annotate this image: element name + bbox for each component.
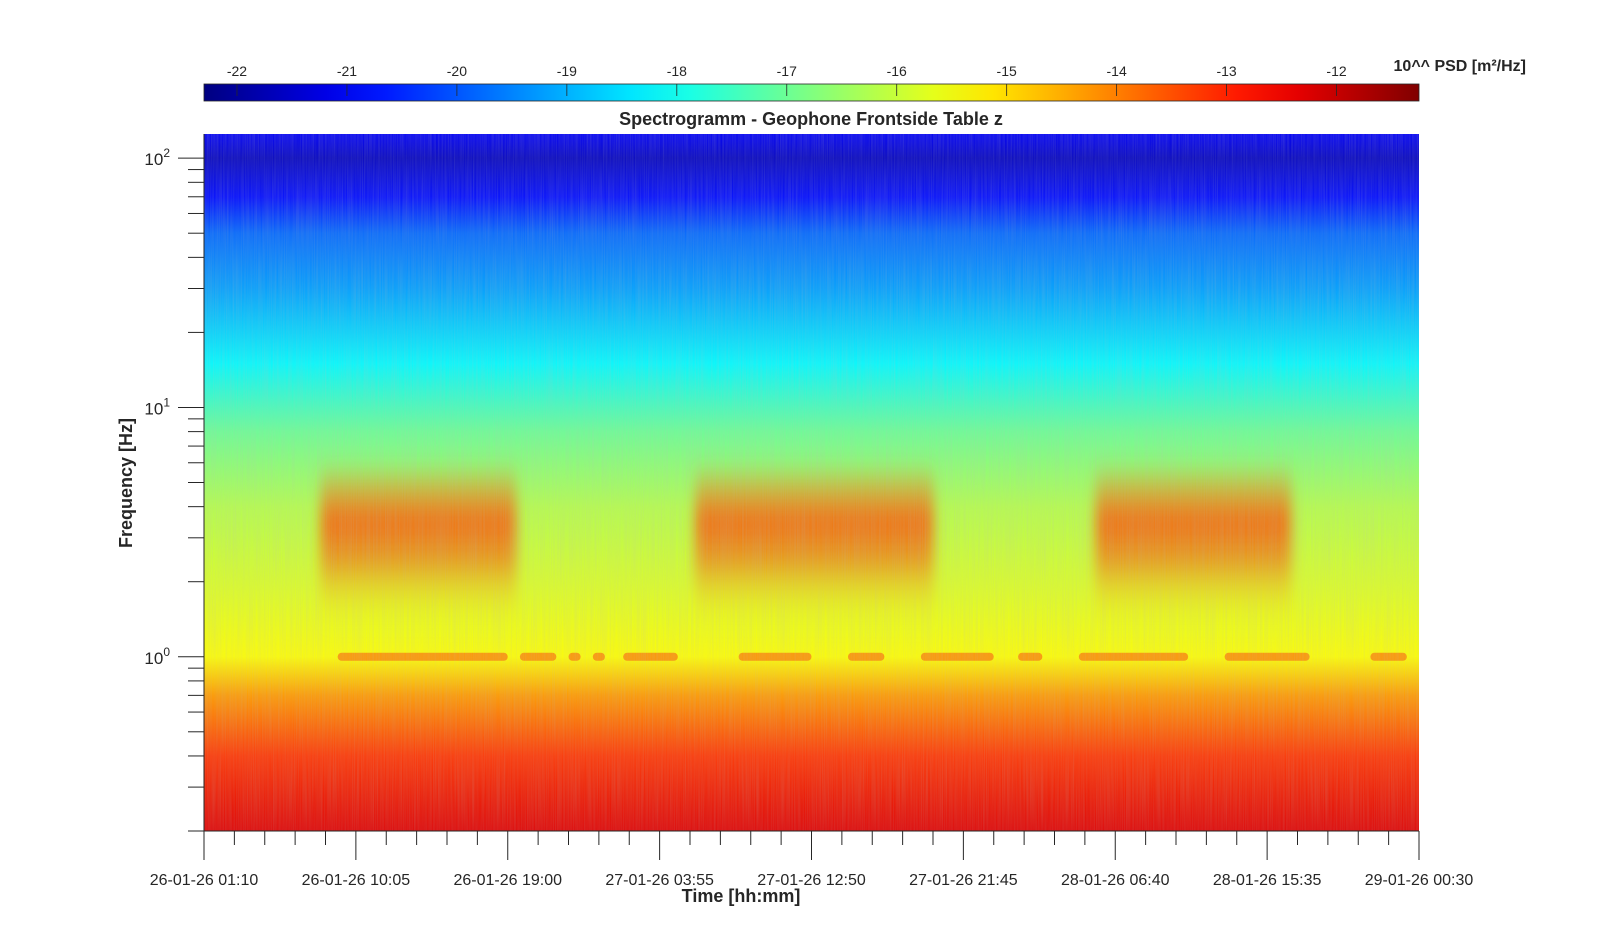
colorbar-tick-label: -12 xyxy=(1326,63,1346,79)
x-tick-label: 28-01-26 15:35 xyxy=(1213,872,1322,889)
x-tick-label: 28-01-26 06:40 xyxy=(1061,872,1170,889)
colorbar-gradient xyxy=(203,83,1420,102)
colorbar-tick-label: -16 xyxy=(887,63,907,79)
plot-area xyxy=(204,134,1419,831)
y-ticks: 100 101 102 xyxy=(144,146,204,832)
y-axis-label: Frequency [Hz] xyxy=(116,418,136,548)
colorbar-tick-label: -18 xyxy=(667,63,687,79)
colorbar-label: 10^^ PSD [m²/Hz] xyxy=(1394,58,1526,75)
colorbar-tick-label: -20 xyxy=(447,63,467,79)
y-tick-label: 102 xyxy=(144,146,170,169)
colorbar-ticks: -22 -21 -20 -19 -18 -17 -16 -15 -14 -13 -12 xyxy=(227,63,1347,96)
colorbar-tick-label: -13 xyxy=(1216,63,1236,79)
colorbar-tick-label: -17 xyxy=(777,63,797,79)
x-tick-label: 29-01-26 00:30 xyxy=(1365,872,1474,889)
chart-title: Spectrogramm - Geophone Frontside Table … xyxy=(619,109,1003,129)
colorbar-tick-label: -19 xyxy=(557,63,577,79)
x-tick-label: 26-01-26 10:05 xyxy=(302,872,411,889)
x-tick-label: 27-01-26 21:45 xyxy=(909,872,1018,889)
x-ticks: 26-01-26 01:10 26-01-26 10:05 26-01-26 19:… xyxy=(150,831,1474,889)
y-tick-label: 100 xyxy=(144,645,170,668)
y-tick-label: 101 xyxy=(144,395,170,418)
colorbar-tick-label: -15 xyxy=(997,63,1017,79)
x-tick-label: 27-01-26 03:55 xyxy=(605,872,714,889)
colorbar: -22 -21 -20 -19 -18 -17 -16 -15 -14 -13 -12 10^^ P… xyxy=(203,58,1526,102)
colorbar-tick-label: -21 xyxy=(337,63,357,79)
heatmap-texture xyxy=(204,134,1419,831)
x-tick-label: 26-01-26 19:00 xyxy=(453,872,562,889)
x-tick-label: 26-01-26 01:10 xyxy=(150,872,259,889)
x-axis-label: Time [hh:mm] xyxy=(682,886,801,906)
x-tick-label: 27-01-26 12:50 xyxy=(757,872,866,889)
colorbar-tick-label: -22 xyxy=(227,63,247,79)
colorbar-tick-label: -14 xyxy=(1107,63,1127,79)
